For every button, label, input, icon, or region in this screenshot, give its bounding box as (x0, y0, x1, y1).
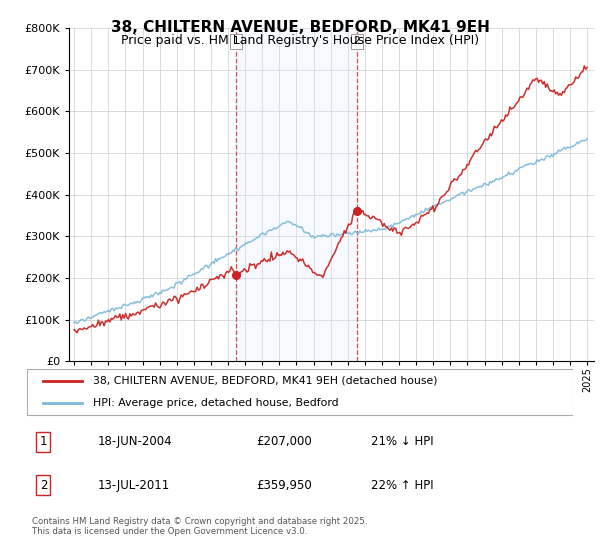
Text: 38, CHILTERN AVENUE, BEDFORD, MK41 9EH: 38, CHILTERN AVENUE, BEDFORD, MK41 9EH (110, 20, 490, 35)
Text: Contains HM Land Registry data © Crown copyright and database right 2025.
This d: Contains HM Land Registry data © Crown c… (32, 517, 368, 536)
Text: 2: 2 (40, 479, 47, 492)
Text: 13-JUL-2011: 13-JUL-2011 (98, 479, 170, 492)
Text: 18-JUN-2004: 18-JUN-2004 (98, 435, 173, 448)
Text: 21% ↓ HPI: 21% ↓ HPI (371, 435, 434, 448)
Text: 38, CHILTERN AVENUE, BEDFORD, MK41 9EH (detached house): 38, CHILTERN AVENUE, BEDFORD, MK41 9EH (… (92, 376, 437, 386)
Text: £207,000: £207,000 (256, 435, 312, 448)
Text: £359,950: £359,950 (256, 479, 312, 492)
Text: HPI: Average price, detached house, Bedford: HPI: Average price, detached house, Bedf… (92, 398, 338, 408)
Text: 1: 1 (233, 36, 239, 46)
Text: 22% ↑ HPI: 22% ↑ HPI (371, 479, 434, 492)
Text: Price paid vs. HM Land Registry's House Price Index (HPI): Price paid vs. HM Land Registry's House … (121, 34, 479, 46)
FancyBboxPatch shape (27, 369, 573, 415)
Text: 2: 2 (353, 36, 360, 46)
Bar (236, 28, 357, 361)
Text: 1: 1 (40, 435, 47, 448)
